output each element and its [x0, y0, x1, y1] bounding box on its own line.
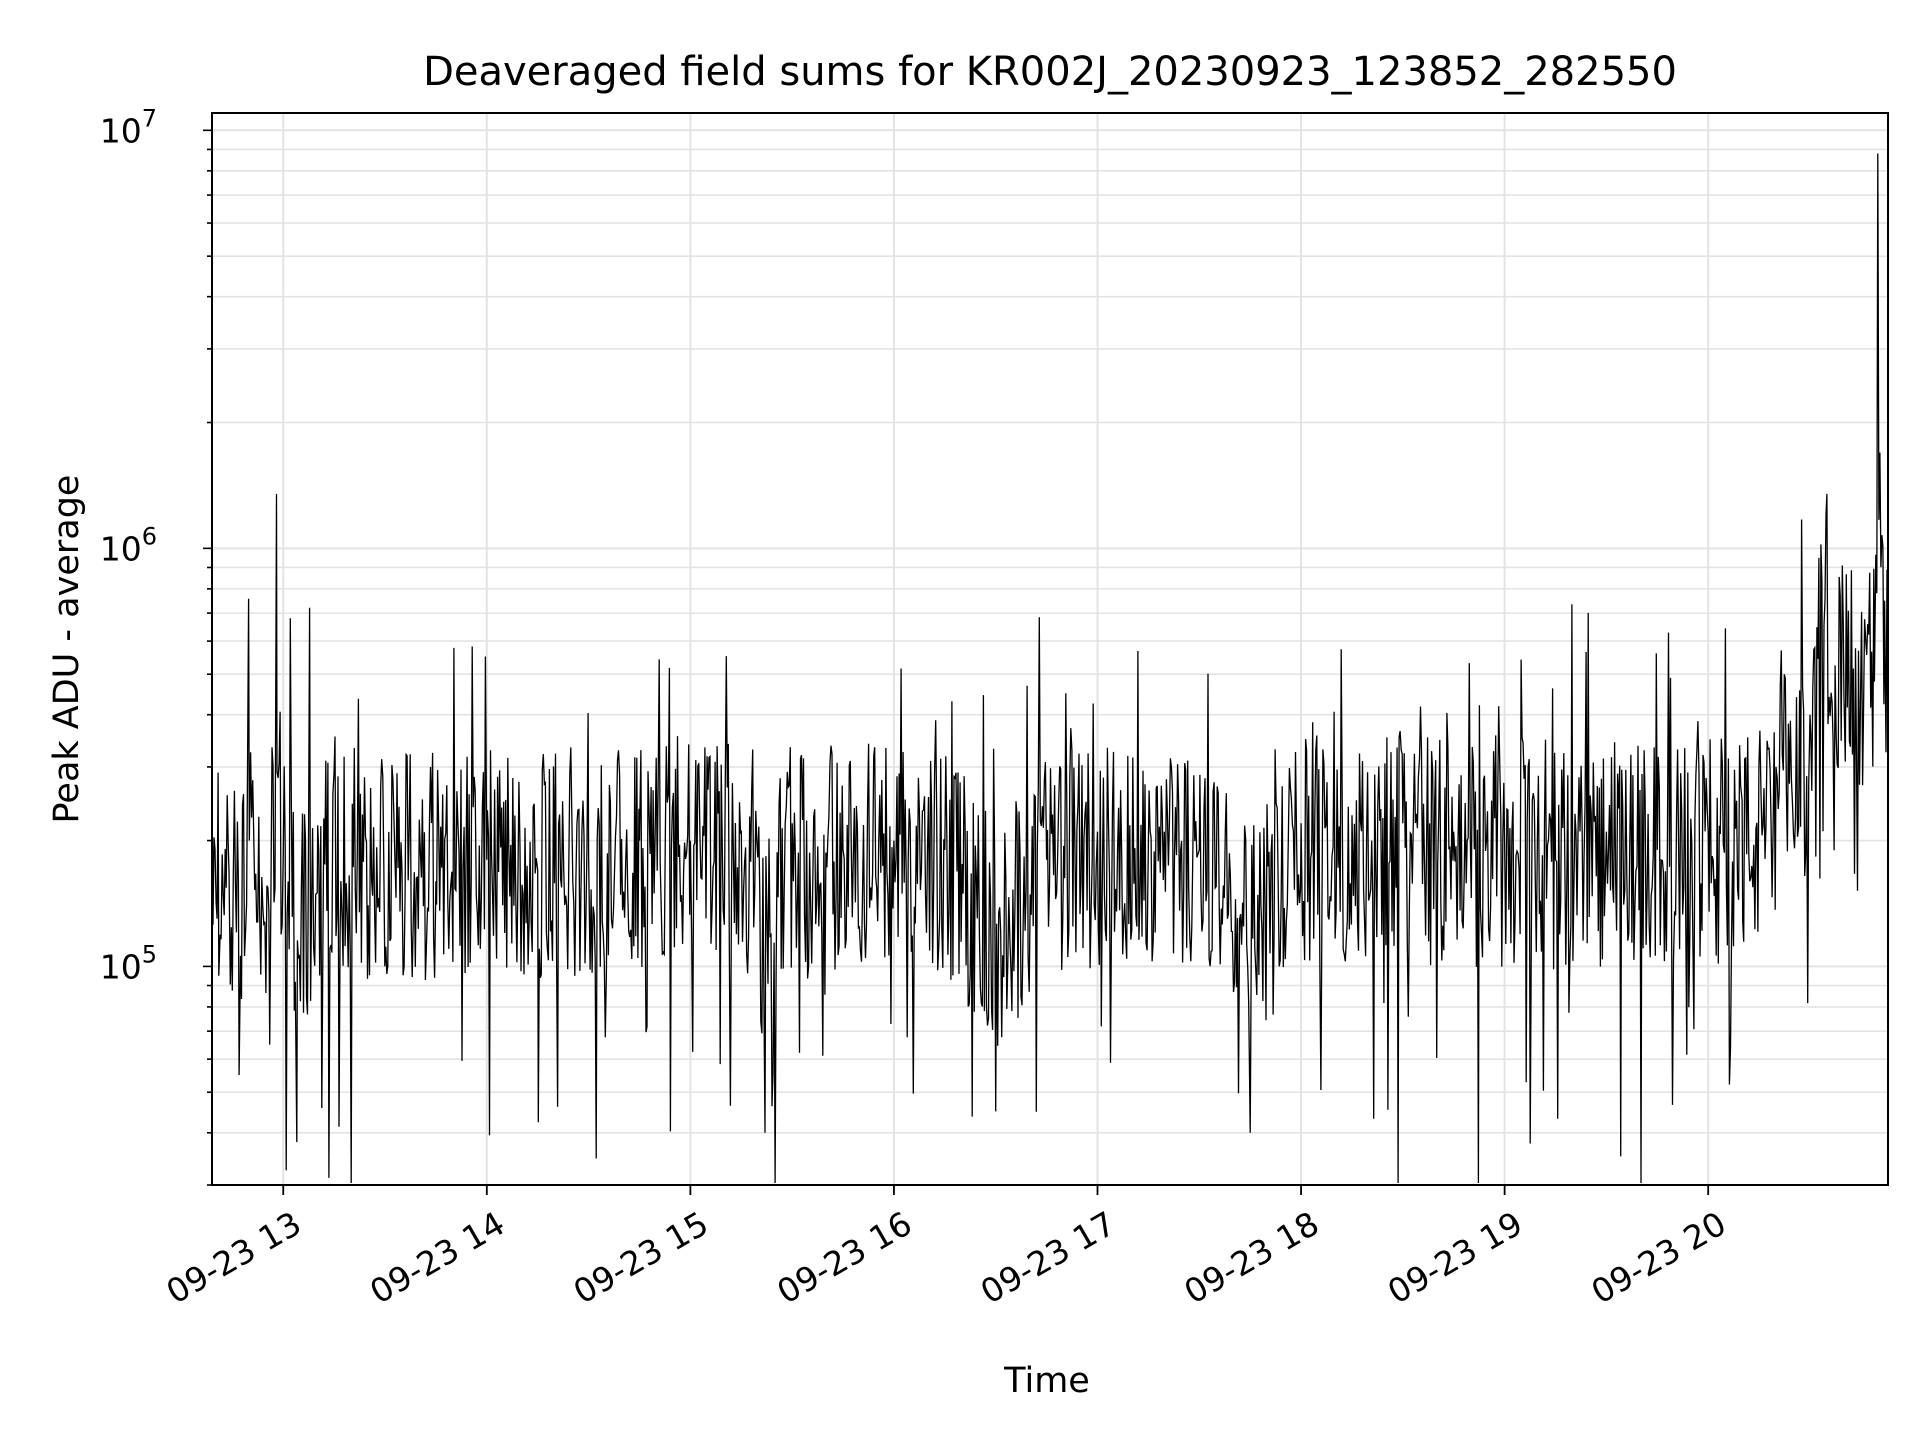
y-tick-label: 106	[100, 522, 157, 568]
y-tick-label: 105	[100, 940, 157, 986]
chart-title: Deaveraged field sums for KR002J_2023092…	[423, 49, 1677, 95]
y-tick-label: 107	[100, 104, 157, 150]
series-line	[211, 153, 1889, 1184]
x-axis-label: Time	[1003, 1361, 1090, 1401]
y-axis: 105 106 107	[100, 104, 212, 1186]
plot-frame	[211, 112, 1889, 1186]
y-axis-label: Peak ADU - average	[47, 475, 87, 824]
